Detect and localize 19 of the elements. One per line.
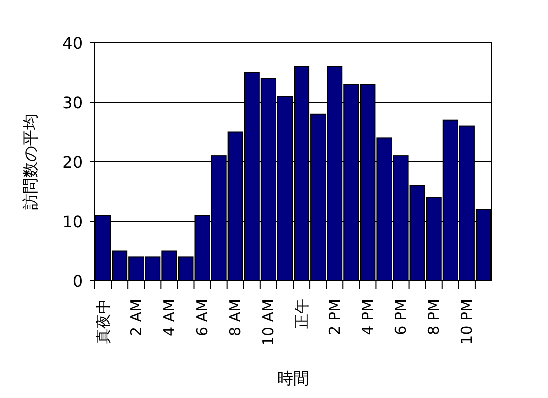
x-tick-label: 真夜中 (94, 299, 112, 344)
y-tick-label: 0 (72, 272, 83, 291)
x-tick-label: 10 PM (458, 299, 476, 345)
y-tick-label: 30 (62, 94, 83, 112)
x-tick-label: 4 AM (160, 299, 178, 337)
x-tick-label: 8 AM (226, 299, 245, 337)
y-tick-label: 40 (62, 34, 83, 53)
x-tick-label: 4 PM (358, 299, 377, 336)
x-tick-label: 6 AM (194, 299, 212, 337)
y-tick-label: 20 (62, 153, 83, 172)
x-axis-title: 時間 (278, 369, 310, 388)
x-tick-label: 正午 (292, 299, 311, 329)
x-tick-label: 2 PM (326, 299, 344, 336)
y-axis-title: 訪問数の平均 (21, 114, 40, 210)
x-tick-label: 2 AM (127, 299, 146, 337)
x-tick-label: 8 PM (425, 299, 444, 336)
x-tick-label: 10 AM (260, 299, 278, 346)
y-tick-label: 10 (62, 212, 83, 232)
x-tick-label: 6 PM (392, 299, 410, 336)
